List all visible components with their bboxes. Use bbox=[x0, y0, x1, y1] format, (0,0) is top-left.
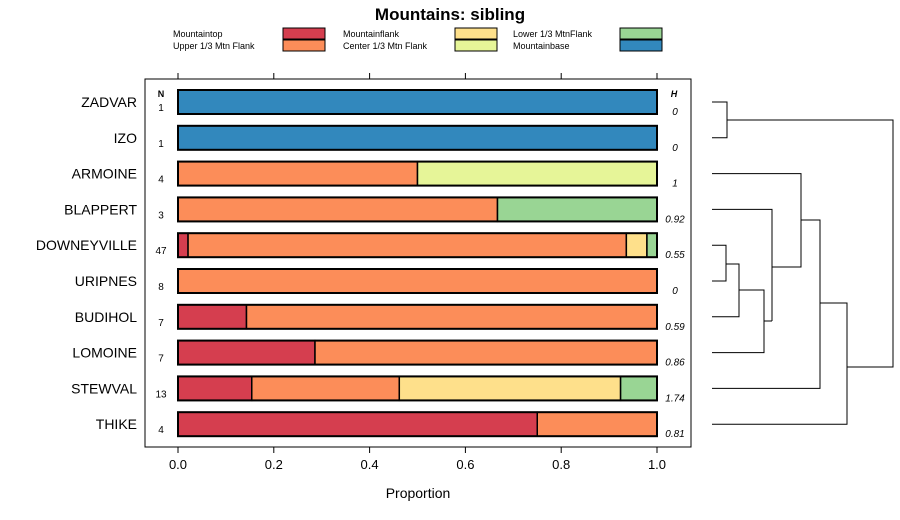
bar-segment bbox=[177, 125, 658, 151]
dendrogram-branch bbox=[712, 101, 728, 139]
bar-segment bbox=[245, 304, 658, 330]
bar-outline bbox=[177, 89, 658, 115]
x-tick-label: 0.8 bbox=[552, 457, 570, 472]
h-value: 0 bbox=[672, 107, 678, 118]
row-label: THIKE bbox=[96, 416, 137, 432]
dendrogram-branch bbox=[712, 219, 821, 389]
bar-segment bbox=[177, 89, 658, 115]
dendrogram-branch bbox=[712, 173, 802, 268]
legend-swatch bbox=[619, 27, 663, 40]
n-header: N bbox=[158, 89, 165, 99]
row-label: STEWVAL bbox=[71, 380, 137, 396]
h-value: 0.81 bbox=[665, 429, 684, 440]
x-tick-label: 0.4 bbox=[361, 457, 379, 472]
h-value: 0.59 bbox=[665, 322, 685, 333]
h-value: 1.74 bbox=[665, 393, 685, 404]
row-label: ARMOINE bbox=[72, 166, 137, 182]
plot-frame bbox=[144, 78, 692, 448]
dendrogram bbox=[712, 101, 894, 425]
row-label: URIPNES bbox=[75, 273, 137, 289]
h-value: 0.86 bbox=[665, 358, 685, 369]
legend-label: Mountainbase bbox=[513, 41, 570, 51]
n-value: 3 bbox=[158, 210, 164, 221]
x-tick-label: 0.6 bbox=[456, 457, 474, 472]
h-value: 1 bbox=[672, 179, 678, 190]
x-axis-label: Proportion bbox=[386, 485, 451, 501]
bar-segment bbox=[177, 304, 248, 330]
bar-segment bbox=[496, 196, 658, 223]
legend-swatch bbox=[454, 39, 498, 52]
dendrogram-branch bbox=[712, 244, 727, 282]
n-value: 13 bbox=[155, 389, 167, 400]
bar-segment bbox=[177, 160, 419, 187]
n-value: 4 bbox=[158, 175, 164, 186]
legend-label: Center 1/3 Mtn Flank bbox=[343, 41, 428, 51]
bar-outline bbox=[177, 124, 658, 151]
chart-title: Mountains: sibling bbox=[375, 5, 525, 24]
legend-swatch bbox=[619, 39, 663, 52]
bar-segment bbox=[187, 232, 628, 258]
bar-segment bbox=[646, 232, 658, 258]
n-value: 1 bbox=[158, 139, 164, 150]
x-tick-label: 1.0 bbox=[648, 457, 666, 472]
bar-outline bbox=[177, 160, 658, 187]
x-tick-label: 0.2 bbox=[265, 457, 283, 472]
bar-outline bbox=[177, 232, 658, 259]
bar-segment bbox=[177, 268, 658, 294]
legend-swatch bbox=[282, 27, 326, 40]
bar-segment bbox=[416, 160, 658, 187]
bar-outline bbox=[177, 268, 658, 294]
bar-segment bbox=[314, 339, 658, 366]
row-label: ZADVAR bbox=[81, 94, 137, 110]
x-axis: 0.0 0.2 0.4 0.6 0.8 1.0 bbox=[169, 73, 666, 472]
row-label: IZO bbox=[114, 130, 137, 146]
bar-segment bbox=[251, 375, 401, 402]
n-value: 4 bbox=[158, 425, 164, 436]
dendrogram-branch bbox=[712, 208, 773, 321]
h-value: 0.55 bbox=[665, 250, 685, 261]
bar-segment bbox=[177, 196, 499, 223]
h-value: 0 bbox=[672, 286, 678, 297]
legend-label: Mountaintop bbox=[173, 29, 223, 39]
bar-segment bbox=[177, 375, 253, 402]
bar-segment bbox=[177, 411, 538, 437]
legend: Mountaintop Upper 1/3 Mtn Flank Mountainfl… bbox=[173, 27, 663, 52]
bar-outline bbox=[177, 303, 658, 330]
bar-outline bbox=[177, 411, 658, 438]
bar-outline bbox=[177, 196, 658, 223]
bar-outline bbox=[177, 375, 658, 402]
legend-label: Upper 1/3 Mtn Flank bbox=[173, 41, 255, 51]
row-label: BLAPPERT bbox=[64, 201, 137, 217]
bar-segment bbox=[177, 339, 316, 366]
n-value: 47 bbox=[155, 246, 167, 257]
row-labels: ZADVAR 1 0 IZO 1 0 ARMOINE 4 1 BLAPPERT 3 0.92 DOWNE… bbox=[36, 94, 685, 440]
h-header: H bbox=[671, 89, 678, 99]
dendrogram-branch bbox=[727, 119, 894, 368]
bar-outline bbox=[177, 339, 658, 366]
legend-swatch bbox=[282, 39, 326, 52]
n-value: 7 bbox=[158, 354, 164, 365]
h-value: 0.92 bbox=[665, 214, 685, 225]
row-label: BUDIHOL bbox=[75, 309, 137, 325]
bar-segment bbox=[398, 375, 622, 402]
row-label: DOWNEYVILLE bbox=[36, 237, 137, 253]
n-value: 1 bbox=[158, 103, 164, 114]
bar-segment bbox=[619, 375, 658, 402]
h-value: 0 bbox=[672, 143, 678, 154]
n-value: 7 bbox=[158, 318, 164, 329]
bar-segment bbox=[536, 411, 658, 437]
legend-label: Lower 1/3 MtnFlank bbox=[513, 29, 593, 39]
dendrogram-branch bbox=[712, 302, 848, 425]
bar-segment bbox=[625, 232, 648, 258]
dendrogram-branch bbox=[712, 289, 765, 354]
bars bbox=[177, 89, 658, 438]
legend-label: Mountainflank bbox=[343, 29, 400, 39]
row-label: LOMOINE bbox=[72, 345, 137, 361]
x-tick-label: 0.0 bbox=[169, 457, 187, 472]
n-value: 8 bbox=[158, 282, 164, 293]
legend-swatch bbox=[454, 27, 498, 40]
bar-segment bbox=[177, 232, 189, 258]
